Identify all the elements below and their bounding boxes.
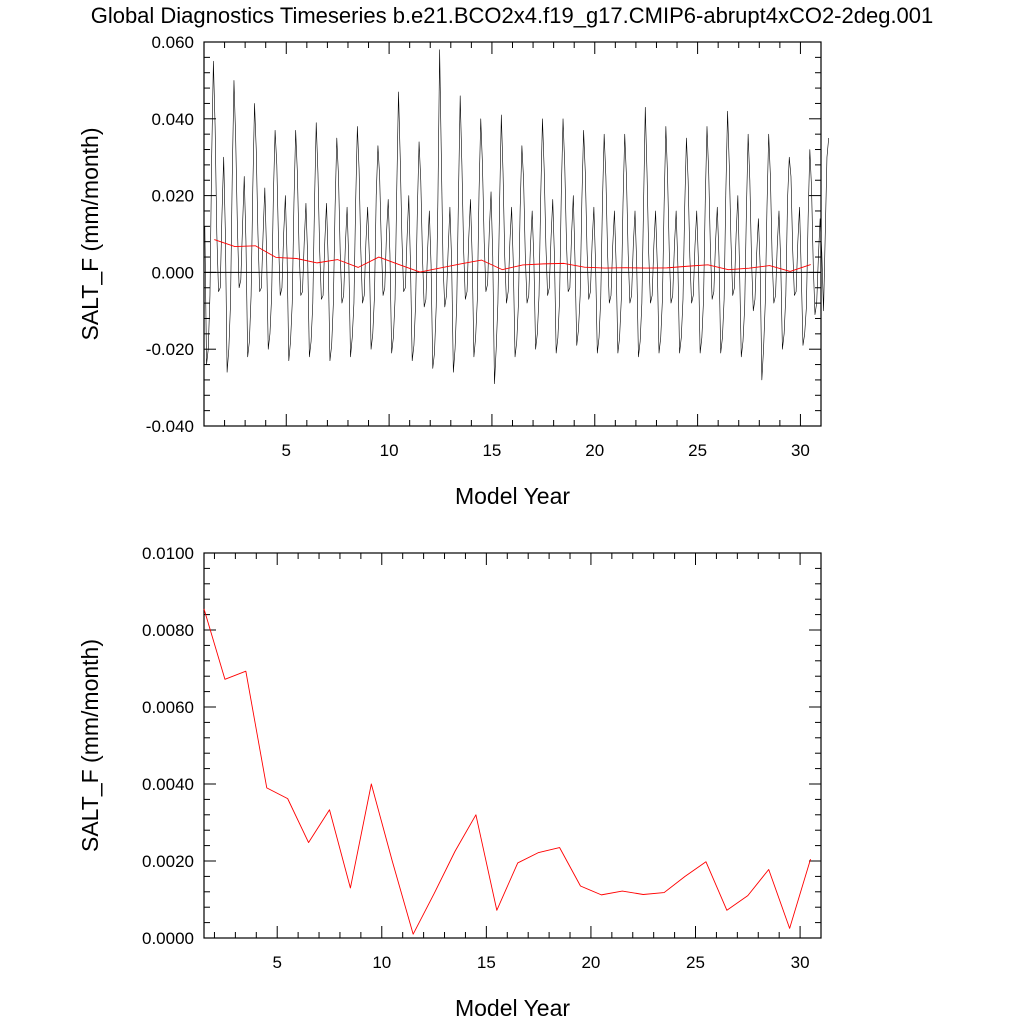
top-ytick-label: 0.060 [151, 33, 194, 52]
bottom-ytick-label: 0.0100 [142, 544, 194, 563]
top-xtick-label: 20 [585, 441, 604, 460]
top-ytick-label: 0.020 [151, 187, 194, 206]
bottom-ytick-label: 0.0020 [142, 852, 194, 871]
top-ytick-label: 0.040 [151, 110, 194, 129]
bottom-ytick-label: 0.0040 [142, 775, 194, 794]
bottom-xtick-label: 25 [686, 953, 705, 972]
top-xtick-label: 30 [791, 441, 810, 460]
top-xtick-label: 15 [482, 441, 501, 460]
top-xtick-label: 5 [282, 441, 291, 460]
panel-bottom: 0.0000 0.0020 0.0040 0.0060 0.0080 0.0100 5 10 1… [77, 544, 822, 1021]
bottom-xtick-label: 15 [477, 953, 496, 972]
top-annual-mean-line [214, 239, 811, 273]
bottom-ytick-label: 0.0080 [142, 621, 194, 640]
bottom-y-axis-title: SALT_F (mm/month) [77, 639, 103, 852]
bottom-xtick-label: 30 [791, 953, 810, 972]
bottom-ytick-label: 0.0060 [142, 698, 194, 717]
top-y-axis-title: SALT_F (mm/month) [77, 128, 103, 341]
bottom-annual-mean-line [203, 608, 811, 935]
top-xtick-label: 10 [380, 441, 399, 460]
top-ytick-label: -0.020 [146, 340, 194, 359]
top-x-axis-title: Model Year [455, 483, 570, 509]
bottom-plot-frame [203, 552, 822, 939]
bottom-ytick-label: 0.0000 [142, 929, 194, 948]
top-ytick-label: -0.040 [146, 417, 194, 436]
bottom-xtick-label: 5 [272, 953, 281, 972]
figure-title: Global Diagnostics Timeseries b.e21.BCO2… [90, 3, 934, 28]
bottom-xtick-label: 10 [372, 953, 391, 972]
top-ytick-label: 0.000 [151, 263, 194, 282]
top-monthly-line [204, 49, 829, 385]
bottom-x-axis-title: Model Year [455, 995, 570, 1021]
panel-top: -0.040 -0.020 0.000 0.020 0.040 0.060 5 10 15 20 2… [77, 33, 829, 509]
top-xtick-label: 25 [688, 441, 707, 460]
bottom-xtick-label: 20 [581, 953, 600, 972]
